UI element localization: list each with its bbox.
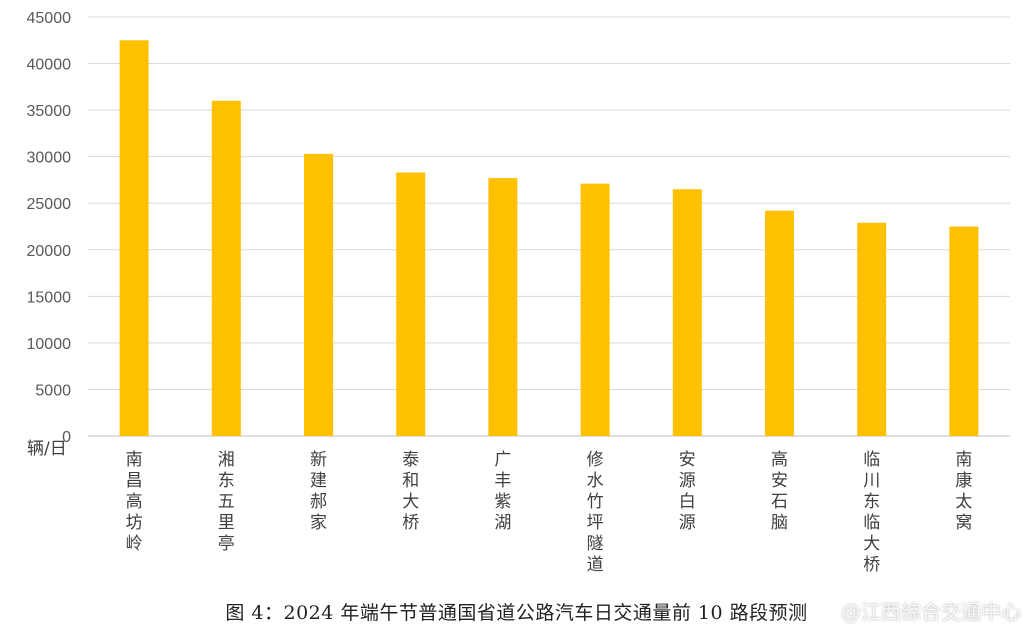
x-category-label: 南昌高坊岭 [126,450,143,554]
bar [488,178,518,437]
x-category-labels: 南昌高坊岭 湘东五里亭 新建郝家 泰和大桥 广丰紫湖 修水竹坪隧道 安源白源 高安石脑 临川东临… [126,450,973,575]
x-category-label: 湘东五里亭 [218,450,235,554]
bar [211,100,241,437]
y-tick-label: 15000 [27,289,72,306]
bar [580,183,610,436]
y-tick-label: 10000 [27,336,72,353]
x-category-label: 安源白源 [679,450,696,533]
x-category-label: 泰和大桥 [402,450,419,533]
y-tick-label: 25000 [27,196,72,213]
y-tick-label: 35000 [27,103,72,120]
y-tick-label: 0 [62,429,71,446]
x-category-label: 广丰紫湖 [494,450,511,533]
bar [765,210,794,436]
y-tick-label: 45000 [27,10,72,27]
x-category-label: 临川东临大桥 [863,450,880,575]
bar [119,40,149,437]
figure-caption: 图 4：2024 年端午节普通国省道公路汽车日交通量前 10 路段预测 [225,602,808,624]
gridlines [88,16,1010,437]
y-tick-label: 40000 [27,57,72,74]
x-category-label: 新建郝家 [310,450,327,533]
bar [949,226,979,436]
y-axis-unit-label: 辆/日 [27,439,67,459]
x-category-label: 修水竹坪隧道 [587,450,604,575]
bar [672,189,702,436]
y-tick-labels: 0 5000 10000 15000 20000 25000 30000 35000 40000… [27,10,72,446]
bars [119,40,979,437]
x-category-label: 南康太窝 [955,450,972,533]
y-tick-label: 30000 [27,150,72,167]
watermark: @江西综合交通中心 [841,600,1021,624]
y-tick-label: 5000 [35,382,71,399]
bar [857,222,887,436]
bar [304,153,333,436]
x-category-label: 高安石脑 [771,450,788,533]
y-tick-label: 20000 [27,243,72,260]
bar [396,172,426,437]
bar-chart: 0 5000 10000 15000 20000 25000 30000 35000 40000… [27,10,1010,575]
